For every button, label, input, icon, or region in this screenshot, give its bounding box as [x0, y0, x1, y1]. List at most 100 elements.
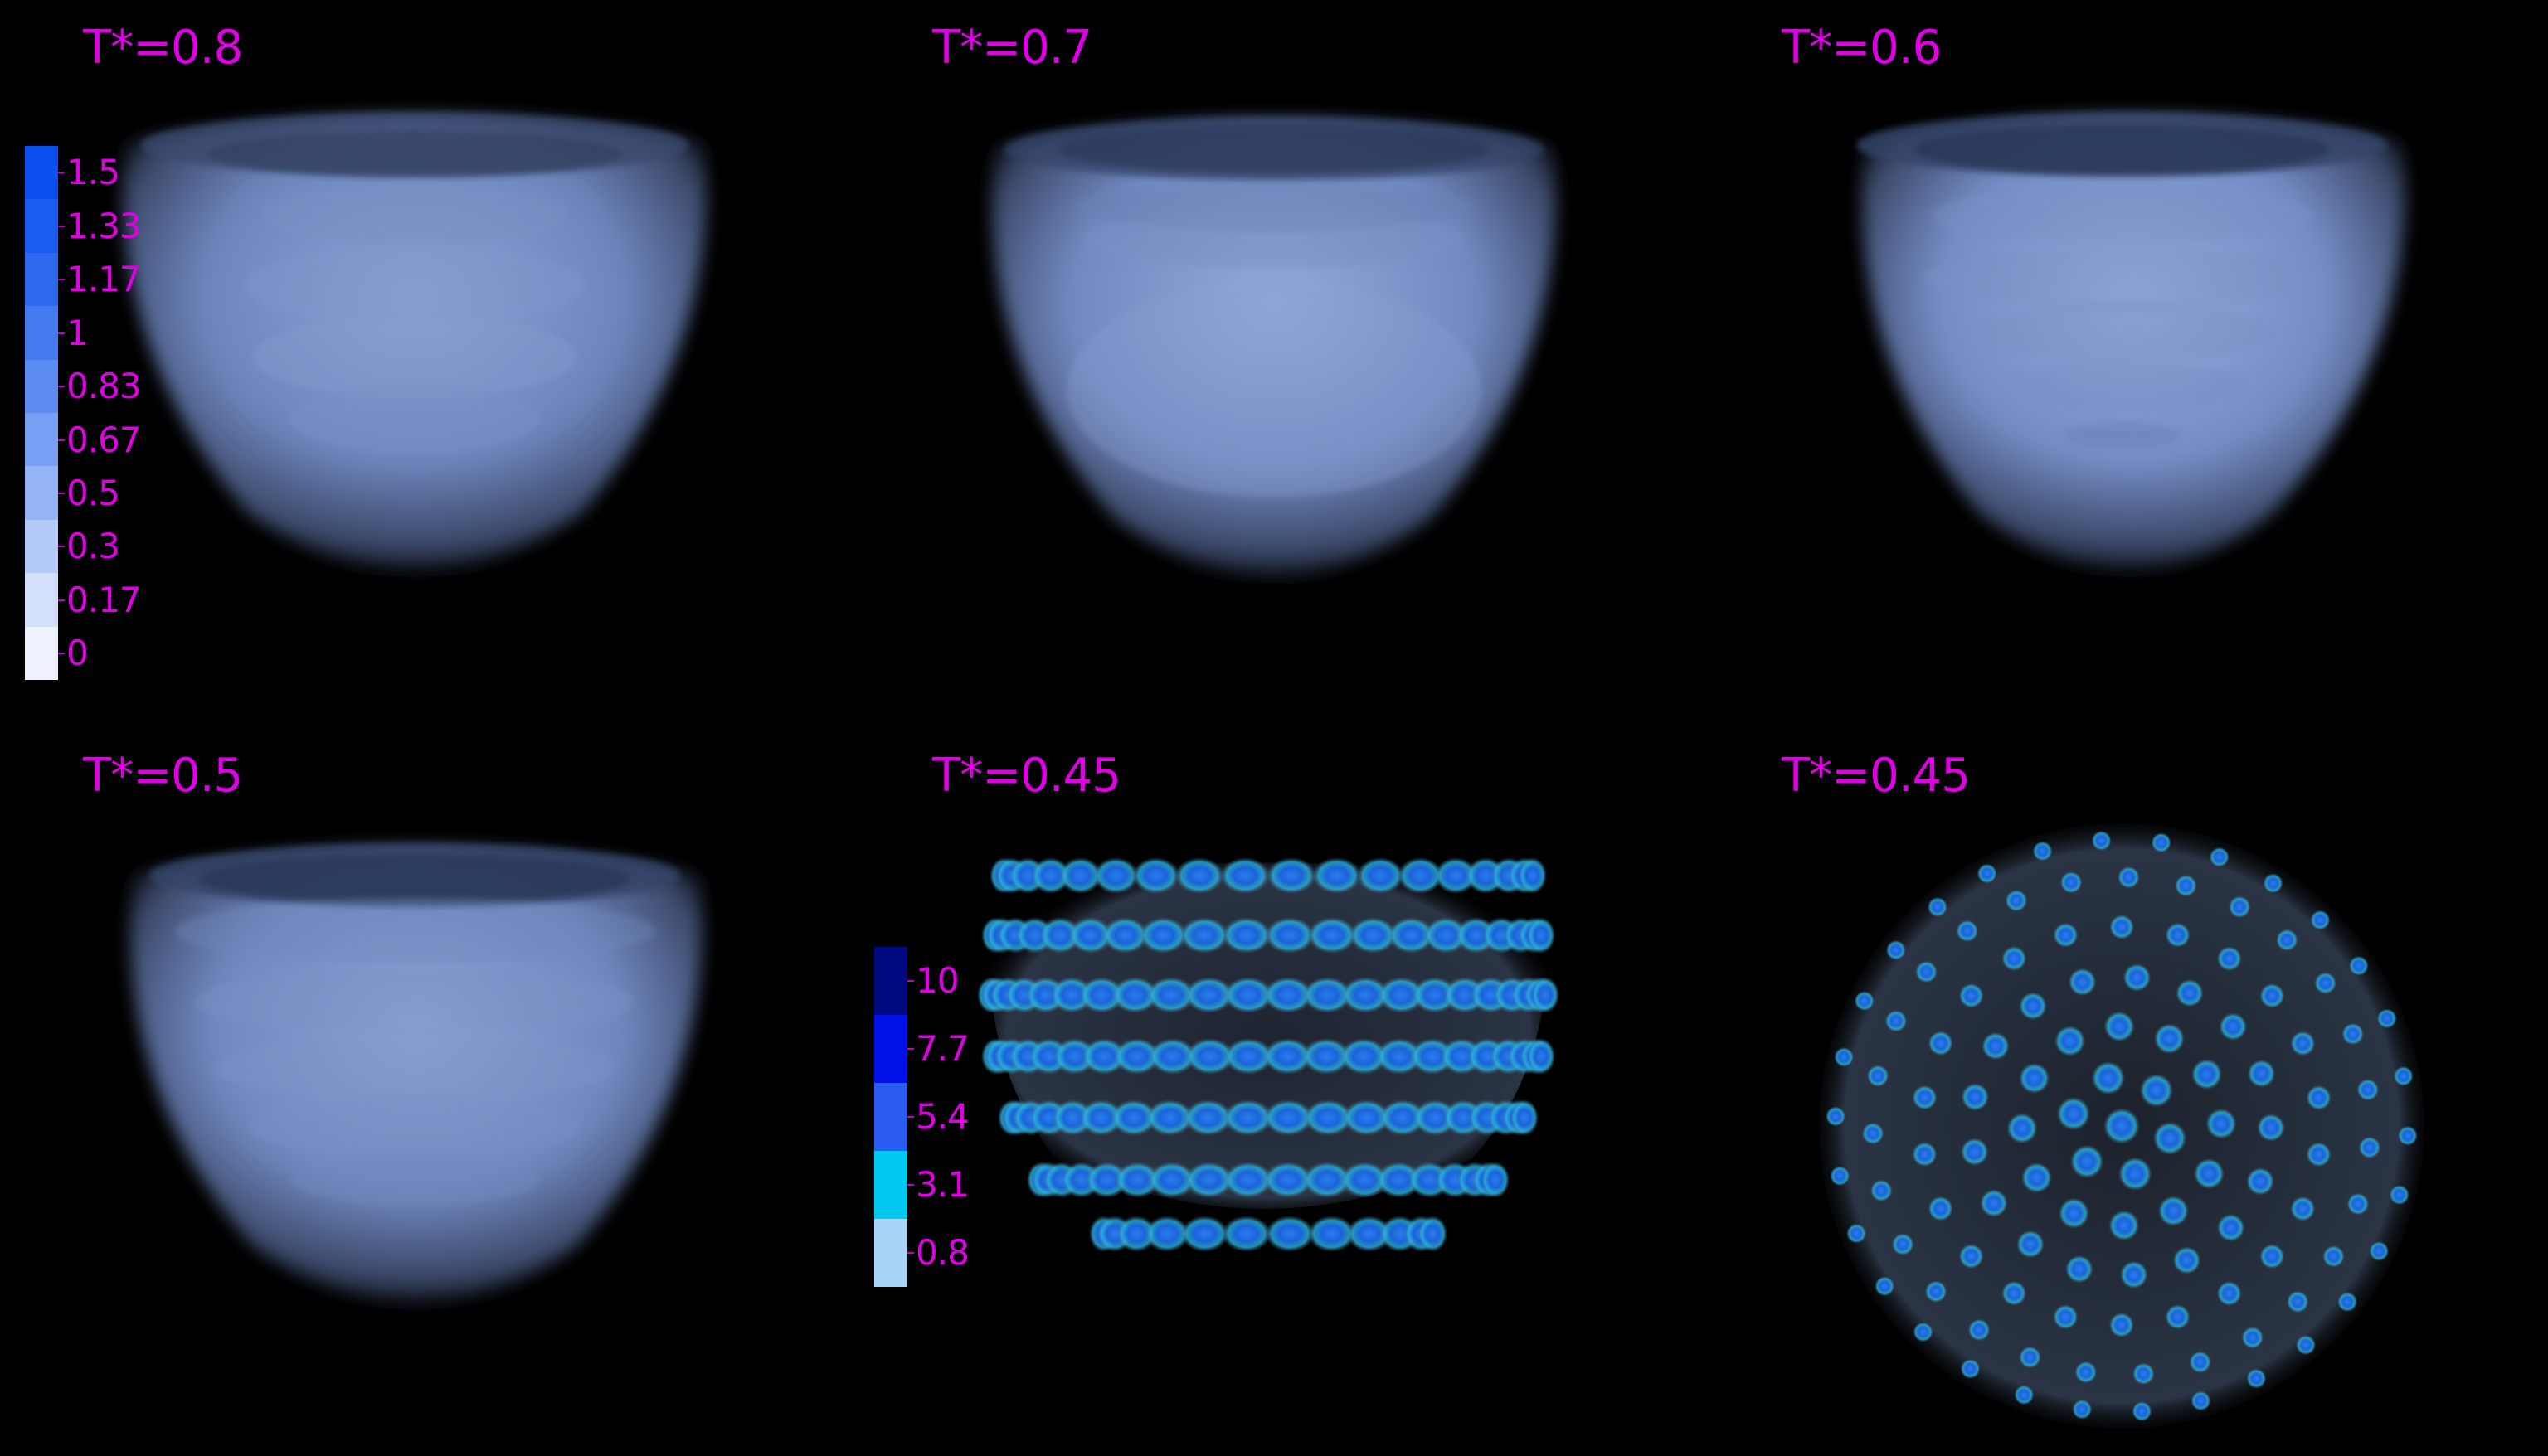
particle — [2228, 895, 2251, 919]
particle — [1301, 1038, 1351, 1075]
particle — [2019, 1062, 2050, 1094]
particle — [2091, 1060, 2126, 1095]
colorbar-swatch — [25, 626, 58, 680]
particle — [1184, 1099, 1233, 1136]
particle — [2019, 1346, 2041, 1369]
colorbar-label: 10 — [916, 960, 959, 1001]
particle — [1376, 1162, 1422, 1198]
panel-t07: T*=0.7 — [849, 0, 1699, 728]
particle — [2074, 1361, 2098, 1384]
particle — [2108, 1312, 2134, 1338]
particle — [2286, 1290, 2309, 1313]
particle — [1531, 977, 1560, 1013]
particle — [1388, 917, 1435, 954]
colorbar-tick — [58, 172, 65, 173]
colorbar-swatch — [25, 146, 58, 200]
particle — [2165, 1304, 2191, 1330]
particle — [2108, 1210, 2140, 1241]
particle — [1349, 917, 1398, 954]
particle — [1111, 1099, 1157, 1136]
colorbar-label: 1.17 — [66, 259, 142, 299]
particle — [2157, 1195, 2189, 1227]
particle — [2290, 1196, 2316, 1221]
particle — [1145, 1099, 1194, 1136]
particle — [1884, 1010, 1908, 1032]
particle — [1079, 1099, 1124, 1136]
particle — [1967, 1318, 1991, 1342]
panel-t05: T*=0.5 — [0, 728, 849, 1456]
colorbar-label: 1 — [66, 313, 89, 353]
particle — [1834, 1046, 1855, 1067]
colorbar-swatch — [25, 306, 58, 360]
particle — [2109, 914, 2135, 940]
particle — [2376, 1008, 2397, 1029]
panel-title: T*=0.45 — [932, 749, 1121, 803]
particle — [2176, 978, 2204, 1007]
panel-title: T*=0.7 — [932, 21, 1092, 75]
particle — [2193, 1158, 2225, 1190]
colorbar-tick — [907, 1252, 914, 1254]
particle — [2054, 1025, 2086, 1057]
particle — [1518, 857, 1547, 894]
particle — [2322, 1245, 2345, 1268]
particle — [2058, 1197, 2090, 1229]
particle — [1145, 1216, 1190, 1252]
particle — [1263, 1162, 1313, 1198]
colorbar-tick — [907, 1116, 914, 1118]
particle — [1148, 1162, 1196, 1198]
particle — [2059, 871, 2083, 894]
particle — [2393, 1065, 2414, 1086]
colorbar-tick — [58, 386, 65, 387]
particle — [2175, 874, 2197, 897]
particle — [2165, 922, 2191, 948]
particle — [1412, 977, 1457, 1013]
colorbar-tick — [58, 653, 65, 654]
particle — [1262, 1038, 1313, 1075]
particle — [2172, 1246, 2201, 1274]
particle — [1526, 917, 1556, 954]
particle — [2246, 1368, 2267, 1389]
particle — [2072, 1399, 2093, 1420]
particle — [2153, 1023, 2186, 1055]
particle — [1434, 857, 1478, 894]
particle — [1068, 917, 1113, 954]
colorbar-swatch — [874, 1083, 907, 1151]
colorbar-swatch — [25, 573, 58, 627]
peak-colorbar: 10 7.7 5.4 3.1 0.8 — [874, 947, 999, 1287]
particle — [1346, 1216, 1392, 1252]
particle — [1870, 1179, 1893, 1202]
particle — [2103, 1108, 2140, 1144]
particle — [2069, 1144, 2104, 1179]
particle — [1222, 917, 1272, 954]
particle — [1185, 1038, 1235, 1075]
particle — [2310, 910, 2331, 930]
crystal-side-render — [976, 857, 1560, 1252]
panel-t06: T*=0.6 — [1699, 0, 2548, 728]
particle — [1307, 917, 1357, 954]
particle — [1912, 1085, 1938, 1110]
particle — [1854, 991, 1875, 1012]
particle — [2191, 1059, 2223, 1090]
particle — [2348, 955, 2369, 976]
panel-title: T*=0.8 — [83, 21, 243, 75]
colorbar-label: 0.3 — [66, 526, 120, 566]
particle — [2219, 1012, 2248, 1041]
bowl-shell — [991, 118, 1557, 579]
particle — [1058, 857, 1102, 894]
particle — [1417, 1216, 1448, 1252]
particle — [1982, 1031, 2010, 1060]
particle — [2091, 830, 2112, 851]
particle — [1341, 977, 1390, 1013]
colorbar-swatch — [25, 359, 58, 413]
particle — [1116, 1216, 1157, 1252]
particle — [2259, 1244, 2285, 1269]
particle — [1958, 1244, 1984, 1269]
panel-title: T*=0.45 — [1782, 749, 1971, 803]
particle — [1928, 1196, 1953, 1221]
panel-t08: T*=0.8 — [0, 0, 849, 728]
particle — [1875, 1276, 1895, 1297]
particle — [2032, 841, 2053, 861]
colorbar-label: 3.1 — [916, 1164, 970, 1205]
colorbar-swatch — [874, 1151, 907, 1219]
particle — [1307, 1216, 1356, 1252]
